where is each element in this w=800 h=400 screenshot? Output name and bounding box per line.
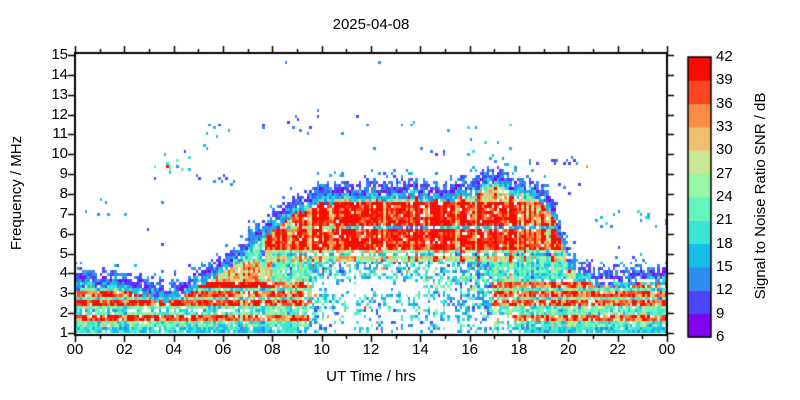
- y-tick-label: 12: [51, 105, 68, 123]
- y-axis-label: Frequency / MHz: [8, 135, 25, 251]
- y-tick-label: 1: [59, 324, 68, 341]
- snr-tick-label: 36: [716, 94, 733, 112]
- x-tick-label: 02: [115, 341, 133, 358]
- snr-tick-label: 42: [716, 48, 733, 65]
- y-tick-label: 11: [52, 125, 68, 143]
- snr-tick-label: 21: [716, 211, 733, 229]
- snr-tick-label: 18: [716, 234, 733, 252]
- snr-tick-label: 9: [716, 304, 725, 322]
- x-tick-label: 06: [214, 341, 232, 358]
- y-tick-label: 6: [59, 224, 68, 242]
- x-tick-label: 14: [411, 341, 429, 358]
- y-tick-label: 13: [51, 85, 68, 103]
- x-tick-label: 00: [658, 341, 676, 358]
- x-axis-label: UT Time / hrs: [326, 368, 416, 385]
- snr-tick-label: 12: [716, 281, 733, 299]
- chart-title: 2025-04-08: [332, 16, 410, 33]
- snr-tick-label: 24: [716, 188, 733, 205]
- snr-tick-label: 6: [716, 328, 725, 345]
- snr-tick-label: 33: [716, 118, 733, 135]
- y-tick-label: 4: [59, 264, 68, 282]
- y-tick-label: 8: [59, 185, 68, 202]
- y-tick-label: 15: [51, 46, 68, 63]
- y-tick-label: 5: [59, 244, 68, 262]
- y-tick-label: 2: [59, 304, 68, 322]
- y-tick-label: 7: [59, 204, 68, 222]
- x-tick-label: 00: [66, 341, 84, 358]
- x-tick-label: 18: [510, 341, 528, 358]
- y-tick-label: 10: [51, 145, 68, 163]
- x-tick-label: 20: [559, 341, 577, 358]
- x-tick-label: 10: [313, 341, 330, 358]
- y-tick-label: 9: [59, 165, 68, 183]
- x-tick-label: 22: [609, 341, 626, 358]
- x-tick-label: 16: [461, 341, 478, 358]
- snr-tick-label: 27: [716, 164, 733, 182]
- x-tick-label: 12: [362, 341, 380, 358]
- x-tick-label: 08: [263, 341, 281, 358]
- snr-tick-label: 39: [716, 71, 733, 89]
- snr-tick-label: 30: [716, 141, 733, 159]
- colorbar-label: Signal to Noise Ratio SNR / dB: [752, 92, 769, 300]
- y-tick-label: 14: [51, 65, 68, 83]
- x-tick-label: 04: [165, 341, 182, 358]
- snr-tick-label: 15: [716, 258, 733, 275]
- y-tick-label: 3: [59, 284, 68, 302]
